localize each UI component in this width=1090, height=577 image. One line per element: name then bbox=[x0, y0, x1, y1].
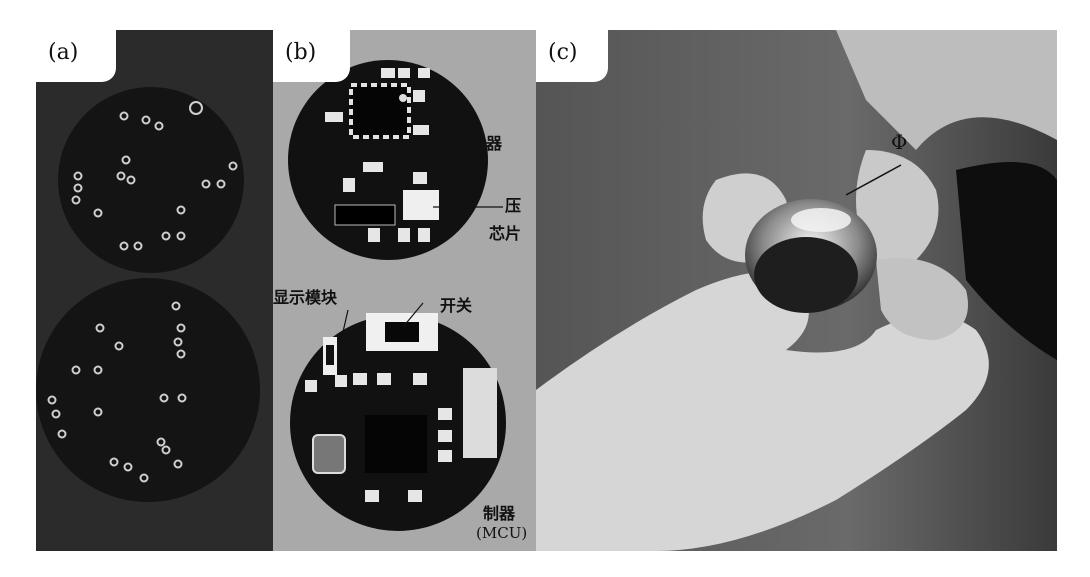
panel-a-pcb-back: (a) bbox=[36, 30, 273, 551]
panel-c-photo: (c) Φ bbox=[536, 30, 1057, 551]
hand-holding-device-photo bbox=[536, 30, 1057, 551]
mcu-en-label: (MCU) bbox=[476, 524, 528, 542]
mcu-label: 制器 bbox=[483, 504, 516, 523]
panel-c-tag: (c) bbox=[536, 30, 608, 82]
panel-a-tag: (a) bbox=[36, 30, 116, 82]
caption-area bbox=[0, 553, 1090, 577]
display-module-label: 显示模块 bbox=[273, 288, 338, 307]
panel-b-tag: (b) bbox=[273, 30, 350, 82]
sensor-label: 器 bbox=[486, 134, 503, 153]
switch-label: 开关 bbox=[440, 296, 473, 315]
pcb-back-image bbox=[36, 30, 273, 551]
boost-label: 压 bbox=[505, 196, 522, 215]
panel-b-pcb-assembled: (b) 器 压 芯片 显示模块 开关 制器 (MCU) bbox=[273, 30, 536, 551]
pcb-assembled-image bbox=[273, 30, 536, 551]
diameter-symbol-label: Φ bbox=[891, 130, 908, 154]
chip-label: 芯片 bbox=[489, 224, 522, 243]
